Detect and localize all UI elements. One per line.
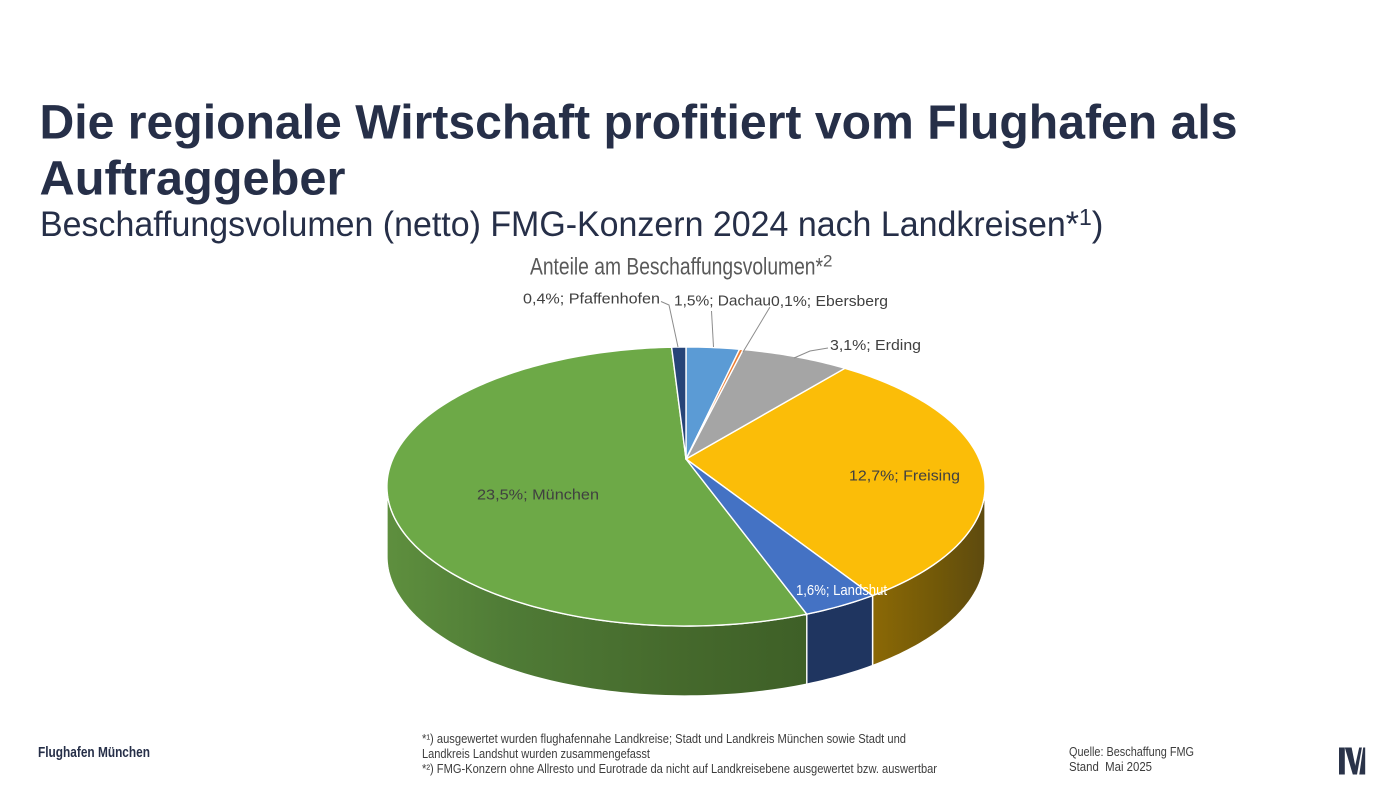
svg-text:Flughafen München: Flughafen München — [38, 744, 150, 761]
svg-text:*¹) ausgewertet wurden flughaf: *¹) ausgewertet wurden flughafennahe Lan… — [422, 732, 906, 746]
svg-text:Beschaffungsvolumen (netto) FM: Beschaffungsvolumen (netto) FMG-Konzern … — [40, 204, 1103, 244]
svg-text:3,1%; Erding: 3,1%; Erding — [830, 337, 921, 354]
svg-text:0,4%; Pfaffenhofen: 0,4%; Pfaffenhofen — [523, 291, 660, 308]
svg-text:Auftraggeber: Auftraggeber — [40, 153, 346, 206]
svg-text:12,7%; Freising: 12,7%; Freising — [849, 468, 960, 485]
svg-text:Anteile am Beschaffungsvolumen: Anteile am Beschaffungsvolumen*2 — [530, 252, 832, 281]
svg-text:0,1%; Ebersberg: 0,1%; Ebersberg — [771, 293, 888, 310]
svg-text:1,6%; Landshut: 1,6%; Landshut — [796, 582, 888, 599]
svg-text:1,5%; Dachau: 1,5%; Dachau — [674, 293, 771, 310]
svg-text:23,5%; München: 23,5%; München — [477, 487, 599, 504]
svg-text:Stand Mai 2025: Stand Mai 2025 — [1069, 760, 1152, 774]
svg-text:Landkreis Landshut wurden zusa: Landkreis Landshut wurden zusammengefass… — [422, 747, 650, 761]
svg-text:Quelle: Beschaffung FMG: Quelle: Beschaffung FMG — [1069, 745, 1194, 759]
svg-text:Die regionale Wirtschaft profi: Die regionale Wirtschaft profitiert vom … — [40, 97, 1238, 150]
svg-text:*²) FMG-Konzern ohne Allresto: *²) FMG-Konzern ohne Allresto und Eurotr… — [422, 762, 937, 776]
